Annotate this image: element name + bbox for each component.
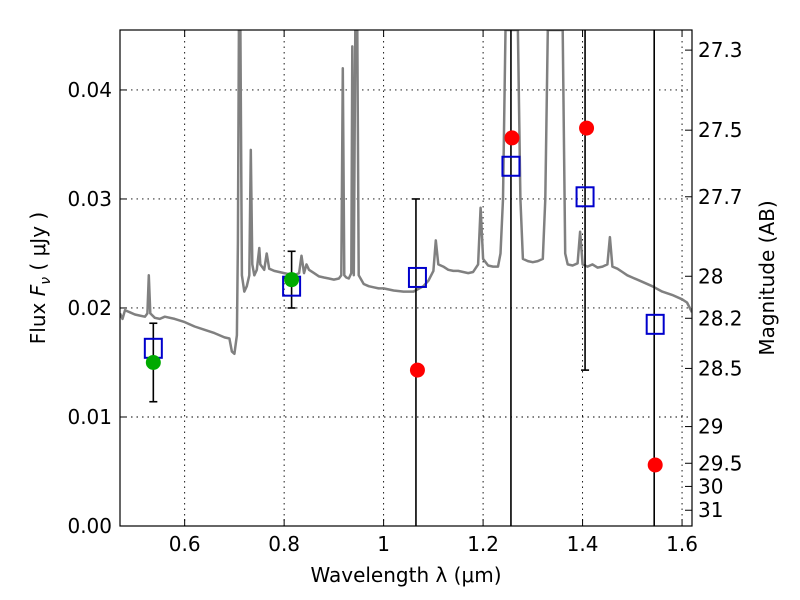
x-tick-label: 0.6 (169, 532, 201, 556)
axis-ticks: 0.6 0.8 1 1.2 1.4 1.6 0.00 0.01 0.02 0.03 0.04 27.3… (67, 30, 743, 556)
red-error-bar (411, 198, 420, 526)
model-photometry-square (575, 186, 595, 208)
red-data-point (647, 457, 663, 473)
x-tick-label: 1.4 (567, 532, 599, 556)
y-tick-label: 0.00 (67, 514, 112, 538)
plot-area (120, 30, 692, 526)
x-axis-label: Wavelength λ (μm) (310, 563, 501, 587)
x-tick-label: 0.8 (268, 532, 300, 556)
x-tick-label: 1.2 (467, 532, 499, 556)
model-photometry-square (501, 155, 521, 177)
x-tick-label: 1 (377, 532, 390, 556)
y-tick-label: 0.01 (67, 405, 112, 429)
magnitude-tick-label: 28 (698, 264, 723, 288)
red-data-point (504, 130, 520, 146)
plot-frame (119, 29, 693, 527)
red-data-point (409, 362, 425, 378)
magnitude-tick-label: 28.2 (698, 306, 743, 330)
green-data-point (284, 272, 300, 288)
y2-axis-label: Magnitude (AB) (755, 200, 779, 355)
magnitude-tick-label: 27.7 (698, 185, 743, 209)
model-photometry-square (407, 266, 427, 288)
red-data-point (579, 120, 595, 136)
magnitude-tick-label: 27.3 (698, 38, 743, 62)
magnitude-tick-label: 27.5 (698, 118, 743, 142)
model-spectrum-line (120, 30, 692, 356)
green-data-point (145, 354, 161, 370)
x-tick-label: 1.6 (666, 532, 698, 556)
y-tick-label: 0.03 (67, 187, 112, 211)
magnitude-tick-label: 29.5 (698, 451, 743, 475)
y-tick-label: 0.04 (67, 78, 112, 102)
red-error-bar (581, 30, 590, 371)
magnitude-tick-label: 29 (698, 415, 723, 439)
magnitude-tick-label: 30 (698, 474, 723, 498)
magnitude-tick-label: 31 (698, 498, 723, 522)
y-axis-label: Flux Fν ( μJy ) (26, 212, 54, 344)
magnitude-tick-label: 28.5 (698, 356, 743, 380)
y-tick-label: 0.02 (67, 296, 112, 320)
model-photometry-square (645, 313, 665, 335)
